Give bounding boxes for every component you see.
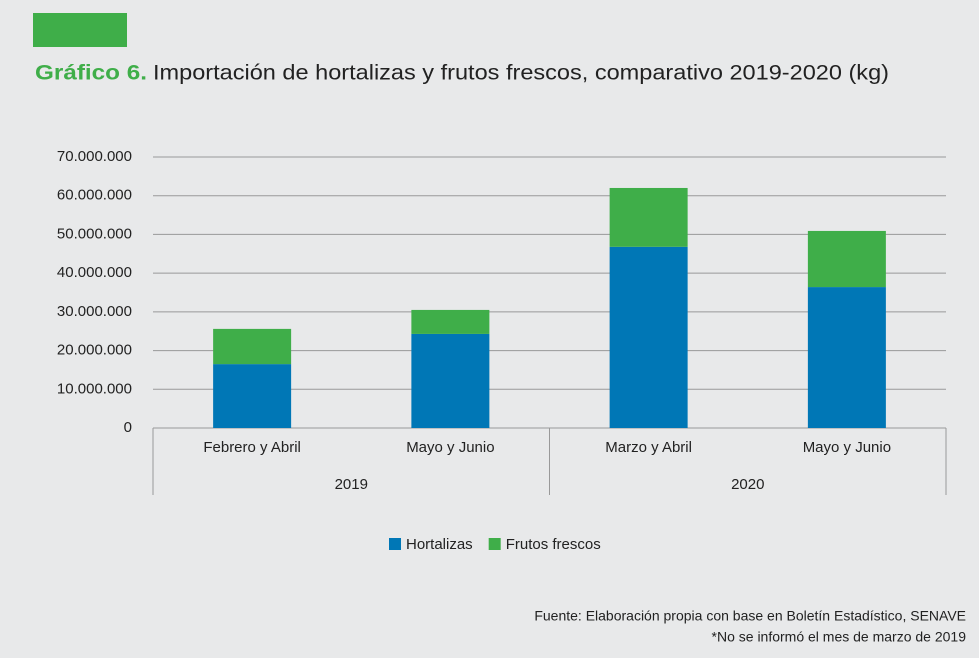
legend-swatch [389,538,401,550]
y-tick-label: 10.000.000 [57,380,132,397]
y-tick-label: 20.000.000 [57,342,132,359]
y-tick-label: 60.000.000 [57,187,132,204]
accent-block [33,13,127,47]
y-tick-label: 40.000.000 [57,264,132,281]
y-tick-label: 70.000.000 [57,148,132,165]
x-tick-label: Febrero y Abril [203,439,301,456]
bar-segment [213,364,292,428]
legend-swatch [488,538,501,550]
group-label: 2019 [335,476,368,493]
source: Fuente: Elaboración propia con base en B… [534,608,966,624]
bar-segment [609,246,688,428]
y-tick-label: 30.000.000 [57,303,132,320]
bar-segment [411,309,490,334]
x-tick-label: Mayo y Junio [406,439,494,456]
bar-segment [807,287,886,428]
chart-title: Importación de hortalizas y frutos fresc… [153,62,889,85]
legend-label: Hortalizas [406,536,473,553]
x-tick-label: Marzo y Abril [605,439,692,456]
y-tick-label: 0 [124,419,132,436]
bar-segment [807,230,886,288]
chart-title-label: Gráfico 6. [35,62,147,85]
bar-segment [213,328,292,365]
bar-segment [411,333,490,428]
y-tick-label: 50.000.000 [57,225,132,242]
note: *No se informó el mes de marzo de 2019 [712,629,967,645]
bar-segment [609,187,688,247]
group-label: 2020 [731,476,764,493]
x-tick-label: Mayo y Junio [803,439,891,456]
legend-label: Frutos frescos [506,536,601,553]
